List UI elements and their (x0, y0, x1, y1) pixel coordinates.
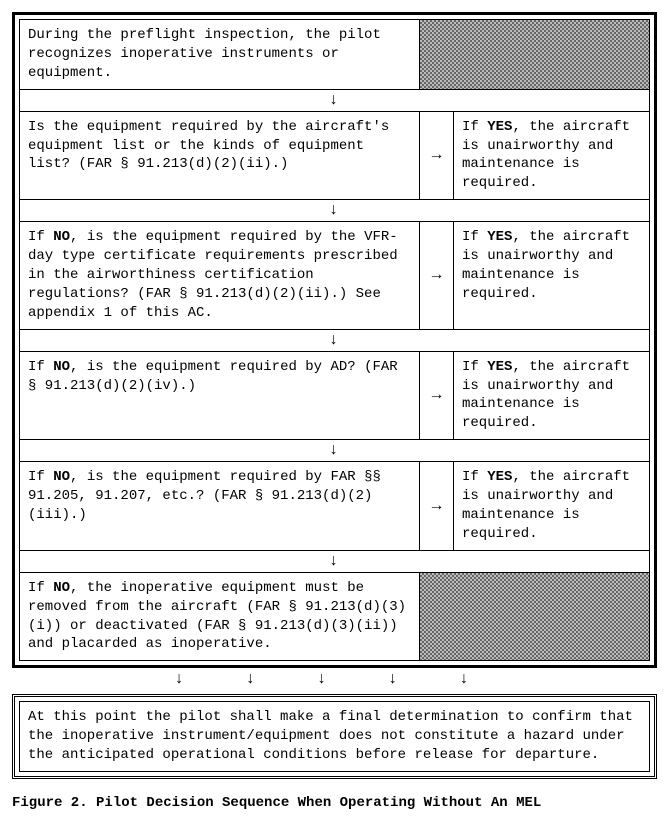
down-arrow-icon: ↓ (20, 330, 649, 352)
multi-down-arrow-icon: ↓ ↓ ↓ ↓ ↓ (12, 668, 657, 690)
gray-placeholder (420, 20, 649, 89)
answer-bold: YES (487, 229, 512, 245)
question-bold: NO (53, 469, 70, 485)
answer-cell: If YES, the aircraft is unairworthy and … (454, 462, 649, 550)
right-arrow-icon: → (420, 352, 454, 440)
flow-row: During the preflight inspection, the pil… (20, 20, 649, 90)
question-text: Is the equipment required by the aircraf… (28, 119, 389, 173)
answer-pre: If (462, 229, 487, 245)
question-post: , is the equipment required by FAR §§ 91… (28, 469, 381, 523)
flow-row: If NO, is the equipment required by FAR … (20, 462, 649, 551)
answer-pre: If (462, 119, 487, 135)
answer-bold: YES (487, 359, 512, 375)
right-arrow-icon: → (420, 112, 454, 200)
answer-cell: If YES, the aircraft is unairworthy and … (454, 352, 649, 440)
answer-cell: If YES, the aircraft is unairworthy and … (454, 112, 649, 200)
question-cell: During the preflight inspection, the pil… (20, 20, 420, 89)
question-bold: NO (53, 229, 70, 245)
question-post: , is the equipment required by the VFR-d… (28, 229, 398, 321)
down-arrow-icon: ↓ (20, 200, 649, 222)
answer-bold: YES (487, 469, 512, 485)
figure-caption: Figure 2. Pilot Decision Sequence When O… (12, 795, 657, 811)
final-note-frame: At this point the pilot shall make a fin… (12, 694, 657, 779)
question-post: , the inoperative equipment must be remo… (28, 580, 406, 653)
question-text: During the preflight inspection, the pil… (28, 27, 381, 81)
question-pre: If (28, 580, 53, 596)
question-pre: If (28, 469, 53, 485)
question-bold: NO (53, 580, 70, 596)
down-arrow-icon: ↓ (20, 551, 649, 573)
gray-placeholder (420, 573, 649, 661)
final-note-text: At this point the pilot shall make a fin… (28, 709, 633, 763)
answer-bold: YES (487, 119, 512, 135)
flow-row: If NO, the inoperative equipment must be… (20, 573, 649, 661)
question-pre: If (28, 359, 53, 375)
flowchart-outer-frame: During the preflight inspection, the pil… (12, 12, 657, 668)
answer-pre: If (462, 359, 487, 375)
flowchart-inner-frame: During the preflight inspection, the pil… (19, 19, 650, 661)
question-post: , is the equipment required by AD? (FAR … (28, 359, 398, 394)
question-pre: If (28, 229, 53, 245)
flow-row: Is the equipment required by the aircraf… (20, 112, 649, 201)
answer-pre: If (462, 469, 487, 485)
down-arrow-icon: ↓ (20, 90, 649, 112)
flow-row: If NO, is the equipment required by AD? … (20, 352, 649, 441)
right-arrow-icon: → (420, 222, 454, 328)
flow-row: If NO, is the equipment required by the … (20, 222, 649, 329)
down-arrow-icon: ↓ (20, 440, 649, 462)
question-cell: If NO, is the equipment required by FAR … (20, 462, 420, 550)
right-arrow-icon: → (420, 462, 454, 550)
final-note-cell: At this point the pilot shall make a fin… (19, 701, 650, 772)
question-cell: If NO, the inoperative equipment must be… (20, 573, 420, 661)
question-cell: If NO, is the equipment required by the … (20, 222, 420, 328)
question-bold: NO (53, 359, 70, 375)
question-cell: Is the equipment required by the aircraf… (20, 112, 420, 200)
question-cell: If NO, is the equipment required by AD? … (20, 352, 420, 440)
answer-cell: If YES, the aircraft is unairworthy and … (454, 222, 649, 328)
